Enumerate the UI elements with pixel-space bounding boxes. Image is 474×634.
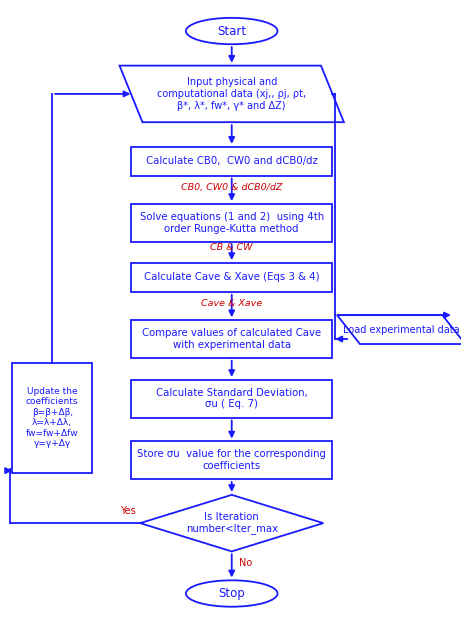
FancyBboxPatch shape	[131, 320, 332, 358]
Text: Cave & Xave: Cave & Xave	[201, 299, 262, 308]
Text: Calculate Standard Deviation,
σu ( Eq. 7): Calculate Standard Deviation, σu ( Eq. 7…	[156, 388, 308, 410]
Text: Solve equations (1 and 2)  using 4th
order Runge-Kutta method: Solve equations (1 and 2) using 4th orde…	[140, 212, 324, 233]
Ellipse shape	[186, 18, 277, 44]
Text: CB & CW: CB & CW	[210, 243, 253, 252]
Text: Stop: Stop	[219, 587, 245, 600]
Text: Compare values of calculated Cave
with experimental data: Compare values of calculated Cave with e…	[142, 328, 321, 350]
FancyBboxPatch shape	[131, 263, 332, 292]
Text: Load experimental data: Load experimental data	[343, 325, 459, 335]
Polygon shape	[119, 66, 344, 122]
FancyBboxPatch shape	[131, 146, 332, 176]
FancyBboxPatch shape	[12, 363, 92, 472]
Text: Calculate Cave & Xave (Eqs 3 & 4): Calculate Cave & Xave (Eqs 3 & 4)	[144, 273, 319, 282]
Text: Input physical and
computational data (xj,, ρj, ρt,
β*, λ*, fw*, γ* and ΔZ): Input physical and computational data (x…	[157, 77, 306, 110]
Text: Calculate CB0,  CW0 and dCB0/dz: Calculate CB0, CW0 and dCB0/dz	[146, 156, 318, 166]
Text: Is Iteration
number<Iter_max: Is Iteration number<Iter_max	[186, 512, 278, 534]
FancyBboxPatch shape	[131, 204, 332, 242]
Text: Start: Start	[217, 25, 246, 37]
Text: No: No	[238, 558, 252, 567]
Polygon shape	[337, 315, 465, 344]
Ellipse shape	[186, 580, 277, 607]
FancyBboxPatch shape	[131, 441, 332, 479]
Text: Store σu  value for the corresponding
coefficients: Store σu value for the corresponding coe…	[137, 450, 326, 471]
Text: Update the
coefficients
β=β+Δβ,
λ=λ+Δλ,
fw=fw+Δfw
γ=γ+Δγ: Update the coefficients β=β+Δβ, λ=λ+Δλ, …	[26, 387, 79, 448]
Polygon shape	[140, 495, 323, 552]
Text: Yes: Yes	[120, 505, 136, 515]
Text: CB0, CW0 & dCB0/dZ: CB0, CW0 & dCB0/dZ	[181, 183, 283, 192]
FancyBboxPatch shape	[131, 380, 332, 418]
